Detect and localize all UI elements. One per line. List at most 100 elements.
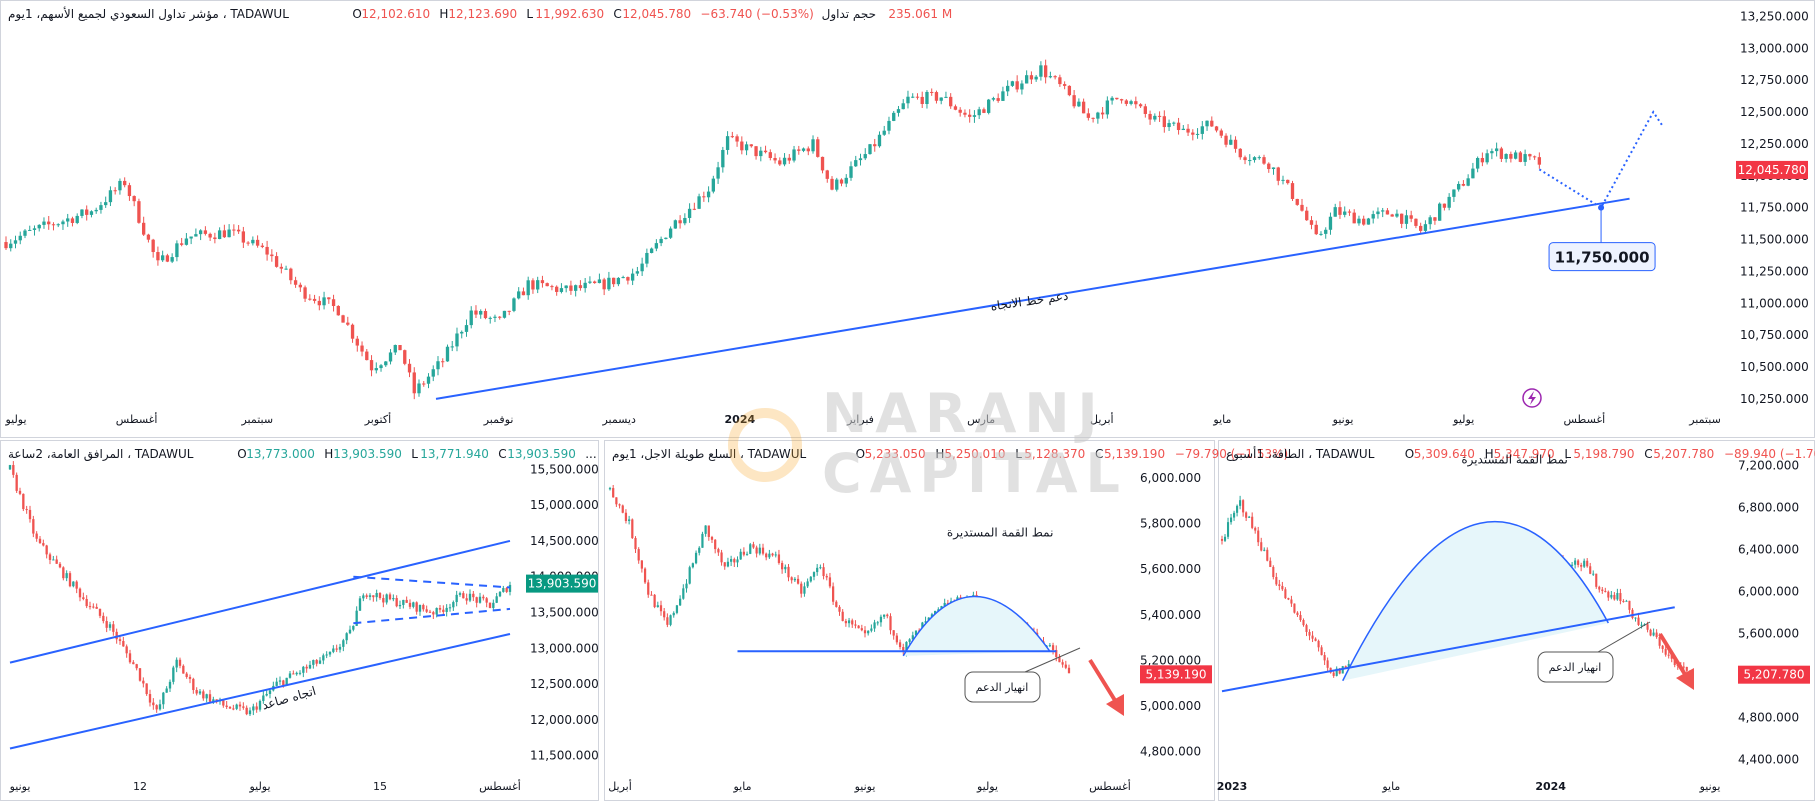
candle-body [478, 596, 482, 603]
candle-body [469, 310, 473, 326]
x-tick-label: سبتمبر [1688, 413, 1721, 426]
candle-body [61, 221, 65, 225]
candle-body [488, 317, 492, 319]
ohlc-value-l: 5,198.790 [1573, 447, 1634, 461]
ohlc-value-l: 11,992.630 [535, 7, 604, 21]
y-tick-label: 10,250.000 [1740, 392, 1809, 406]
ohlc-value-h: 5,347.970 [1494, 447, 1555, 461]
candle-body [1067, 667, 1071, 674]
candle-body [308, 664, 312, 669]
breakout-label: انهيار الدعم [976, 681, 1029, 694]
candle-body [382, 598, 385, 603]
candle-body [175, 659, 178, 668]
channel-line[interactable] [353, 575, 511, 589]
rounded-top-arc[interactable] [1342, 520, 1609, 682]
candle-body [474, 310, 478, 315]
candle-body [702, 196, 706, 198]
projection-path[interactable] [1538, 110, 1665, 210]
candle-body [730, 136, 734, 138]
channel-line[interactable] [353, 607, 511, 625]
candles [8, 461, 512, 716]
candle-body [227, 229, 231, 238]
callout-pointer [1024, 647, 1081, 673]
y-tick-label: 10,500.000 [1740, 360, 1809, 374]
candle-body [691, 563, 694, 568]
candle-body [1613, 594, 1616, 600]
candle-body [1494, 148, 1499, 152]
candle-body [80, 209, 84, 216]
y-tick-label: 12,500.000 [530, 677, 599, 691]
candle-body [1658, 637, 1661, 646]
rounded-top-arc[interactable] [902, 595, 1051, 657]
candle-body [125, 646, 128, 654]
candle-body [388, 352, 393, 362]
candle-body [787, 157, 791, 161]
candle-body [362, 595, 365, 599]
candle-body [1263, 549, 1266, 551]
candle-body [1634, 617, 1637, 619]
candle-body [1625, 600, 1628, 602]
candle-body [1589, 566, 1592, 574]
candle-body [1281, 585, 1284, 590]
candle-body [1646, 624, 1649, 630]
candle-body [1471, 168, 1475, 179]
candle-body [631, 519, 634, 539]
candle-body [282, 680, 285, 686]
chart-panel-main[interactable]: 13,250.000 13,000.000 12,750.000 12,500.000… [4, 6, 1809, 426]
candle-body [1290, 599, 1293, 604]
candle-body [112, 624, 115, 632]
y-tick-label: 6,000.000 [1140, 471, 1201, 485]
candle-body [37, 224, 41, 229]
chart-panel-consumer_durables[interactable]: 6,000.000 5,800.000 5,600.000 5,400.000 5,20… [608, 447, 1288, 793]
header-more: ... [585, 447, 596, 461]
candle-body [744, 144, 749, 151]
candle-body [628, 519, 631, 522]
candle-body [508, 584, 512, 592]
chart-panel-utilities[interactable]: 15,500.00015,000.00014,500.00014,000.000… [8, 447, 599, 793]
ohlc-value-l: 13,771.940 [420, 447, 489, 461]
candle-body [688, 567, 691, 584]
candle-body [1485, 153, 1489, 163]
candle-body [811, 139, 815, 152]
ohlc-label-l: L [1564, 447, 1571, 461]
neckline[interactable] [1221, 606, 1675, 693]
candle-body [148, 694, 152, 703]
candle-body [312, 298, 317, 301]
candle-body [1048, 645, 1051, 647]
candle-body [222, 230, 227, 238]
candle-body [1571, 564, 1574, 566]
breakout-callout[interactable] [1537, 651, 1614, 683]
trendline[interactable] [435, 197, 1630, 400]
candle-body [1419, 225, 1423, 231]
candle-body [369, 360, 374, 371]
candle-body [482, 596, 485, 599]
channel-line[interactable] [9, 539, 511, 664]
chart-panel-energy[interactable]: 7,200.000 6,800.000 6,400.000 6,000.000 5,60… [1217, 446, 1815, 793]
candle-body [428, 611, 432, 613]
candle-body [303, 287, 307, 299]
channel-line[interactable] [9, 633, 511, 750]
candle-body [664, 237, 668, 239]
candle-body [793, 578, 796, 581]
target-label-box[interactable] [1548, 242, 1656, 272]
candle-body [790, 577, 793, 581]
candle-body [160, 255, 165, 261]
candle-body [502, 588, 505, 592]
candle-body [415, 602, 418, 612]
candle-body [1352, 212, 1356, 224]
lightning-icon[interactable] [1522, 388, 1542, 408]
candle-body [92, 606, 95, 608]
candle-body [685, 583, 688, 589]
candle-body [365, 351, 369, 361]
y-tick-label: 5,200.000 [1140, 653, 1201, 667]
breakout-callout[interactable] [964, 671, 1041, 703]
candle-body [1043, 65, 1048, 78]
candle-body [417, 383, 421, 394]
candle-body [235, 704, 238, 709]
candle-body [626, 277, 630, 281]
ohlc-label-o: O [1405, 447, 1414, 461]
candle-body [1371, 214, 1375, 219]
candle-body [162, 692, 165, 705]
watermark-line1: NARANJ [822, 382, 1106, 445]
